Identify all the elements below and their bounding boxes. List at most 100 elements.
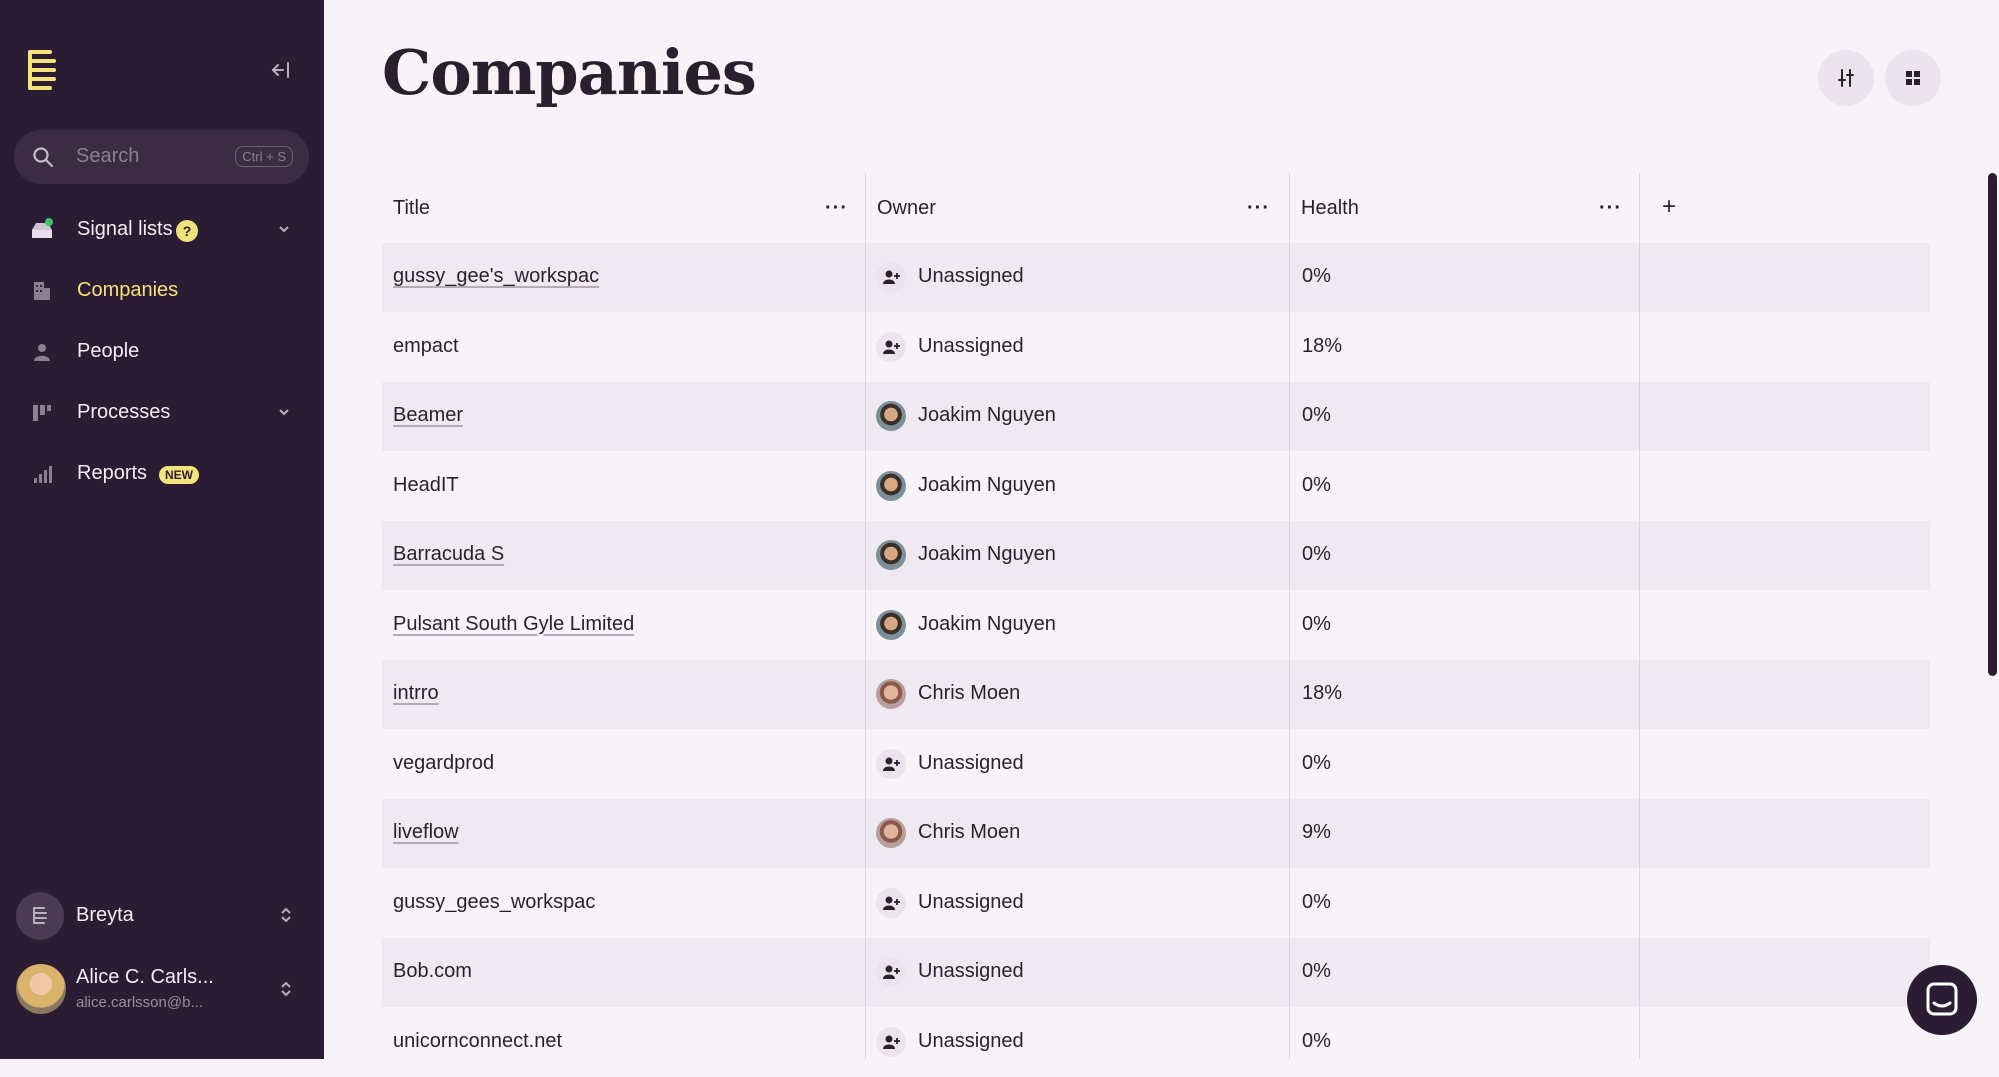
chevron-updown-icon <box>278 980 294 998</box>
company-title-link[interactable]: unicornconnect.net <box>393 1029 563 1052</box>
chat-icon <box>1926 982 1958 1016</box>
filter-button[interactable] <box>1818 50 1874 106</box>
avatar[interactable] <box>876 470 906 501</box>
table-row[interactable]: gussy_gee's_workspac Unassigned 0% <box>382 243 1930 312</box>
sidebar-item-signal-lists[interactable]: Signal lists ? <box>0 202 324 258</box>
table-row[interactable]: liveflow Chris Moen 9% <box>382 799 1930 868</box>
company-title-link[interactable]: Pulsant South Gyle Limited <box>393 612 635 635</box>
search-icon <box>32 146 54 168</box>
avatar[interactable] <box>876 679 906 709</box>
collapse-sidebar-icon[interactable] <box>270 58 294 82</box>
app-logo-icon[interactable] <box>26 48 58 92</box>
column-menu-icon[interactable]: ··· <box>1247 197 1270 219</box>
sidebar-item-companies[interactable]: Companies <box>0 263 324 319</box>
health-value: 18% <box>1302 682 1343 704</box>
avatar[interactable] <box>876 540 906 570</box>
company-title-link[interactable]: HeadIT <box>393 473 459 496</box>
help-badge[interactable]: ? <box>176 220 198 242</box>
workspace-name: Breyta <box>76 904 134 926</box>
column-label: Owner <box>877 197 936 219</box>
table-row[interactable]: HeadIT Joakim Nguyen 0% <box>382 452 1930 521</box>
kanban-icon <box>30 401 54 425</box>
sidebar-item-people[interactable]: People <box>0 324 324 380</box>
owner-name: Joakim Nguyen <box>918 612 1056 635</box>
owner-name: Unassigned <box>918 334 1024 357</box>
owner-name: Unassigned <box>918 960 1024 982</box>
company-title-link[interactable]: intrro <box>393 682 439 704</box>
table-row[interactable]: Bob.com Unassigned 0% <box>382 938 1930 1007</box>
chevron-down-icon[interactable] <box>276 221 292 237</box>
avatar[interactable] <box>876 609 906 640</box>
plus-icon[interactable]: + <box>1662 193 1677 220</box>
sidebar-item-reports[interactable]: Reports NEW <box>0 446 324 502</box>
grid-icon <box>1906 71 1920 85</box>
add-owner-icon[interactable] <box>876 748 906 779</box>
chat-support-button[interactable] <box>1907 965 1977 1035</box>
person-icon <box>30 340 54 364</box>
inbox-icon <box>30 218 54 242</box>
company-title-link[interactable]: Bob.com <box>393 960 472 982</box>
scrollbar[interactable] <box>1988 173 1997 676</box>
sidebar-item-processes[interactable]: Processes <box>0 385 324 441</box>
company-title-link[interactable]: Barracuda S <box>393 543 505 565</box>
table-row[interactable]: vegardprod Unassigned 0% <box>382 730 1930 799</box>
page-title: Companies <box>382 36 757 109</box>
table-row[interactable]: Barracuda S Joakim Nguyen 0% <box>382 521 1930 590</box>
column-label: Health <box>1301 197 1359 219</box>
search-placeholder: Search <box>76 145 140 167</box>
column-menu-icon[interactable]: ··· <box>825 197 848 219</box>
health-value: 0% <box>1302 265 1331 287</box>
search-shortcut: Ctrl + S <box>235 146 293 167</box>
sidebar: Search Ctrl + S Signal lists ? Companies… <box>0 0 324 1059</box>
health-value: 0% <box>1302 890 1331 913</box>
company-title-link[interactable]: empact <box>393 334 459 357</box>
table-row[interactable]: Pulsant South Gyle Limited Joakim Nguyen 0… <box>382 591 1930 660</box>
avatar[interactable] <box>876 818 906 848</box>
company-title-link[interactable]: liveflow <box>393 821 459 843</box>
column-header-title[interactable]: Title ··· <box>382 173 866 243</box>
company-title-link[interactable]: vegardprod <box>393 751 495 774</box>
owner-name: Joakim Nguyen <box>918 543 1056 565</box>
table-row[interactable]: gussy_gees_workspac Unassigned 0% <box>382 869 1930 938</box>
sidebar-item-label: Signal lists <box>77 218 173 240</box>
column-header-owner[interactable]: Owner ··· <box>866 173 1290 243</box>
table-row[interactable]: intrro Chris Moen 18% <box>382 660 1930 729</box>
health-value: 9% <box>1302 821 1331 843</box>
add-column-button[interactable]: + <box>1640 173 1930 243</box>
table-row[interactable]: unicornconnect.net Unassigned 0% <box>382 1008 1930 1077</box>
owner-name: Joakim Nguyen <box>918 473 1056 496</box>
chevron-down-icon[interactable] <box>276 404 292 420</box>
company-title-link[interactable]: Beamer <box>393 404 464 426</box>
column-menu-icon[interactable]: ··· <box>1599 197 1622 219</box>
owner-name: Chris Moen <box>918 821 1021 843</box>
add-owner-icon[interactable] <box>876 331 906 362</box>
add-owner-icon[interactable] <box>876 957 906 987</box>
health-value: 0% <box>1302 543 1331 565</box>
health-value: 18% <box>1302 334 1343 357</box>
bar-chart-icon <box>30 462 54 486</box>
add-owner-icon[interactable] <box>876 887 906 918</box>
table-row[interactable]: Beamer Joakim Nguyen 0% <box>382 382 1930 451</box>
building-icon <box>30 279 54 303</box>
health-value: 0% <box>1302 1029 1331 1052</box>
table-row[interactable]: empact Unassigned 18% <box>382 313 1930 382</box>
company-title-link[interactable]: gussy_gee's_workspac <box>393 265 600 287</box>
user-menu[interactable]: Alice C. Carls... alice.carlsson@b... <box>16 964 316 1016</box>
search-input[interactable]: Search Ctrl + S <box>14 130 309 184</box>
add-owner-icon[interactable] <box>876 1026 906 1057</box>
workspace-switcher[interactable]: Breyta <box>16 890 316 940</box>
chevron-updown-icon <box>278 906 294 924</box>
table-header: Title ··· Owner ··· Health ··· + <box>382 173 1930 243</box>
health-value: 0% <box>1302 751 1331 774</box>
owner-name: Unassigned <box>918 1029 1024 1052</box>
avatar[interactable] <box>876 401 906 431</box>
owner-name: Unassigned <box>918 751 1024 774</box>
column-header-health[interactable]: Health ··· <box>1290 173 1640 243</box>
column-divider <box>1289 173 1290 1059</box>
user-name: Alice C. Carls... <box>76 966 214 988</box>
column-label: Title <box>393 197 431 219</box>
add-owner-icon[interactable] <box>876 262 906 292</box>
sidebar-item-label: Companies <box>77 279 179 301</box>
company-title-link[interactable]: gussy_gees_workspac <box>393 890 596 913</box>
view-toggle-button[interactable] <box>1885 50 1941 106</box>
